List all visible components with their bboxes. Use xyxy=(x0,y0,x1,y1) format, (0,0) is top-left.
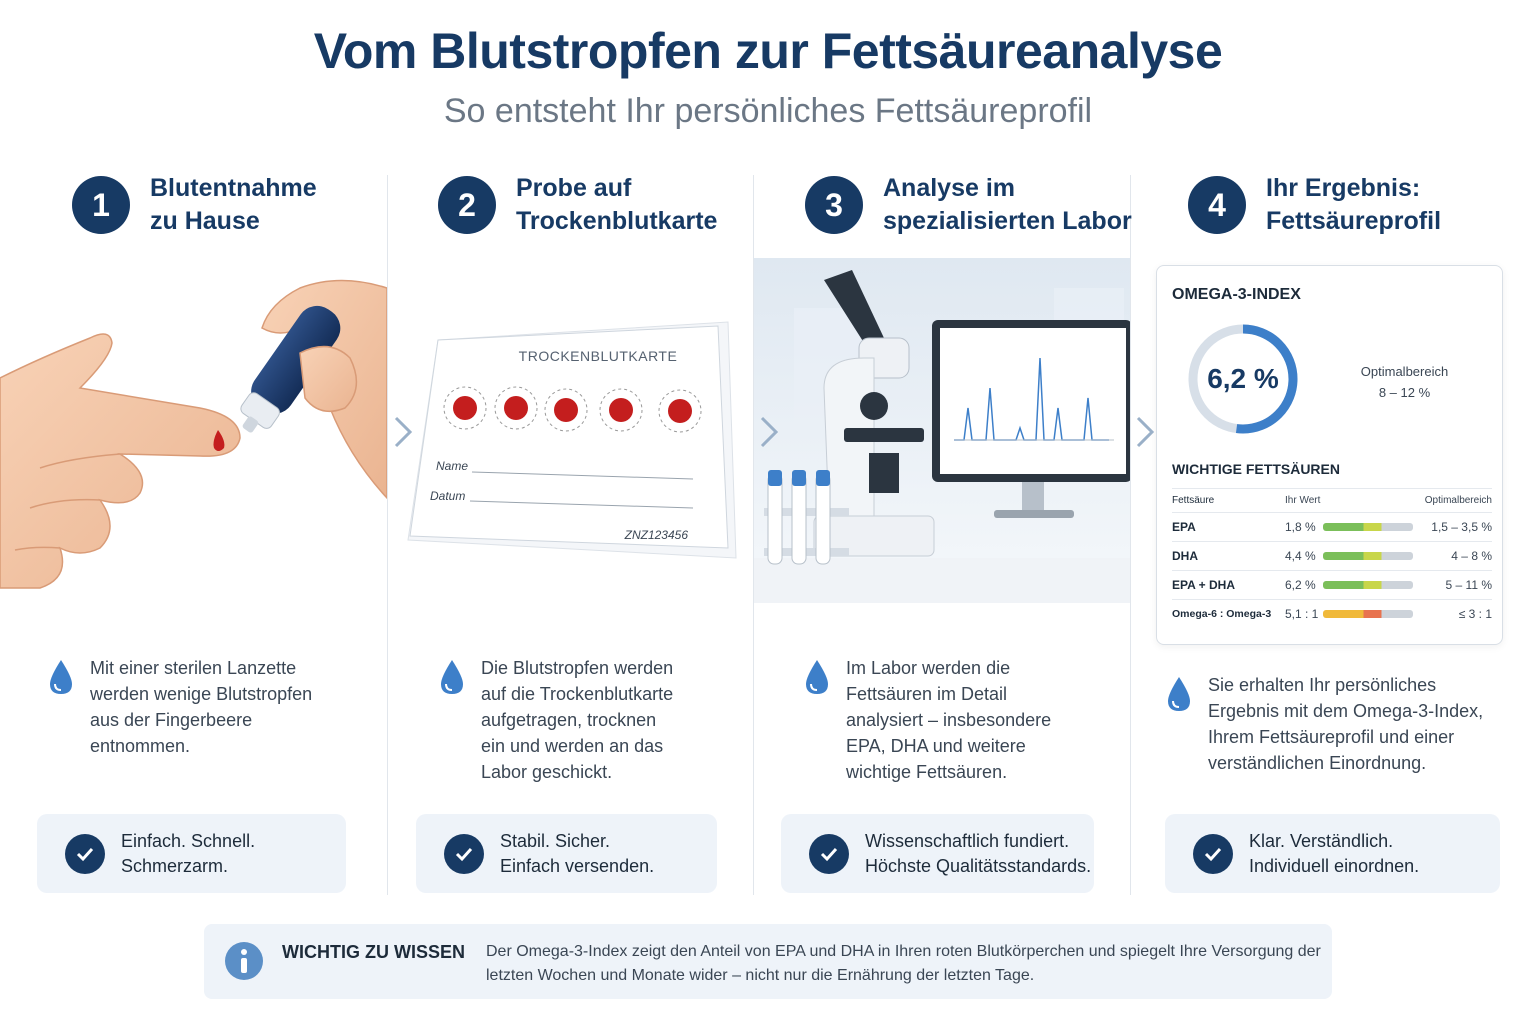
fatty-acid-name: EPA + DHA xyxy=(1172,578,1236,592)
check-icon xyxy=(809,833,849,874)
column-divider xyxy=(1130,175,1131,895)
result-card: OMEGA-3-INDEX 6,2 % Optimalbereich 8 – 1… xyxy=(1156,265,1503,645)
step-2-description: Die Blutstropfen werden auf die Trockenb… xyxy=(437,655,673,785)
step-1-description: Mit einer sterilen Lanzette werden wenig… xyxy=(46,655,312,759)
page-subtitle: So entsteht Ihr persönliches Fettsäurepr… xyxy=(443,92,1093,130)
lab-illustration xyxy=(754,258,1130,603)
fatty-acid-value: 5,1 : 1 xyxy=(1285,607,1319,621)
chevron-right-icon xyxy=(394,416,413,448)
chevron-right-icon xyxy=(1136,416,1155,448)
fatty-acid-name: DHA xyxy=(1172,549,1198,563)
step-number: 3 xyxy=(805,176,863,234)
step-4-header: 4 Ihr Ergebnis: Fettsäureprofil xyxy=(1188,172,1441,238)
water-drop-icon xyxy=(806,660,828,694)
check-icon xyxy=(444,833,484,874)
info-box: WICHTIG ZU WISSEN Der Omega-3-Index zeig… xyxy=(204,924,1332,999)
chevron-right-icon xyxy=(760,416,779,448)
step-1-header: 1 Blutentnahme zu Hause xyxy=(72,172,317,238)
optimal-range-label: Optimalbereich 8 – 12 % xyxy=(1342,361,1467,403)
water-drop-icon xyxy=(1168,677,1190,711)
step-title: Analyse im spezialisierten Labor xyxy=(883,174,1132,235)
step-3-header: 3 Analyse im spezialisierten Labor xyxy=(805,172,1132,238)
blood-spot-row xyxy=(443,386,702,433)
description-text: Mit einer sterilen Lanzette werden wenig… xyxy=(90,658,313,756)
fatty-acids-table: Fettsäure Ihr Wert Optimalbereich EPA 1,8… xyxy=(1172,488,1492,628)
description-text: Sie erhalten Ihr persönliches Ergebnis m… xyxy=(1208,675,1484,773)
step-title: Probe auf Trockenblutkarte xyxy=(516,174,718,235)
info-label: WICHTIG ZU WISSEN xyxy=(282,942,465,962)
omega3-index-title: OMEGA-3-INDEX xyxy=(1172,286,1301,303)
step-2-header: 2 Probe auf Trockenblutkarte xyxy=(438,172,717,238)
finger-lancet-illustration xyxy=(0,279,387,589)
column-divider xyxy=(753,175,754,895)
benefit-text: Wissenschaftlich fundiert. Höchste Quali… xyxy=(865,830,1092,876)
optimal-range-value: 4 – 8 % xyxy=(1451,549,1492,563)
range-bar xyxy=(1323,523,1418,531)
description-text: Die Blutstropfen werden auf die Trockenb… xyxy=(481,658,674,782)
water-drop-icon xyxy=(441,660,463,694)
step-4-benefit: Klar. Verständlich. Individuell einordne… xyxy=(1165,814,1500,893)
page-title: Vom Blutstropfen zur Fettsäureanalyse xyxy=(313,23,1223,79)
step-2-benefit: Stabil. Sicher. Einfach versenden. xyxy=(416,814,717,893)
step-number: 1 xyxy=(72,176,130,234)
step-title: Blutentnahme zu Hause xyxy=(150,174,317,235)
check-icon xyxy=(65,833,105,874)
optimal-label: Optimalbereich xyxy=(1360,364,1449,379)
fatty-acid-name: Omega-6 : Omega-3 xyxy=(1172,608,1272,620)
card-title: TROCKENBLUTKARTE xyxy=(519,348,678,364)
blood-card-illustration: TROCKENBLUTKARTE Name Datum ZNZ123456 xyxy=(407,321,737,559)
step-title: Ihr Ergebnis: Fettsäureprofil xyxy=(1266,174,1442,235)
table-row: EPA 1,8 % 1,5 – 3,5 % xyxy=(1172,512,1492,541)
description-text: Im Labor werden die Fettsäuren im Detail… xyxy=(846,658,1052,782)
fatty-acid-name: EPA xyxy=(1172,520,1196,534)
date-label: Datum xyxy=(430,489,465,503)
name-label: Name xyxy=(436,459,468,473)
optimal-range-value: 1,5 – 3,5 % xyxy=(1431,520,1492,534)
check-icon xyxy=(1193,833,1233,874)
optimal-range: 8 – 12 % xyxy=(1378,385,1431,400)
omega3-value: 6,2 % xyxy=(1207,363,1279,394)
table-row: Omega-6 : Omega-3 5,1 : 1 ≤ 3 : 1 xyxy=(1172,599,1492,628)
fatty-acids-section-title: WICHTIGE FETTSÄUREN xyxy=(1172,461,1340,477)
column-divider xyxy=(387,175,388,895)
fatty-acid-value: 1,8 % xyxy=(1285,520,1316,534)
card-id: ZNZ123456 xyxy=(624,528,689,542)
column-header: Ihr Wert xyxy=(1285,495,1321,506)
column-header: Fettsäure xyxy=(1172,495,1215,506)
optimal-range-value: 5 – 11 % xyxy=(1445,578,1492,592)
info-icon xyxy=(225,942,263,980)
table-row: DHA 4,4 % 4 – 8 % xyxy=(1172,541,1492,570)
info-text: Der Omega-3-Index zeigt den Anteil von E… xyxy=(486,943,1321,984)
benefit-text: Klar. Verständlich. Individuell einordne… xyxy=(1249,830,1420,876)
range-bar xyxy=(1323,610,1418,618)
fatty-acid-value: 4,4 % xyxy=(1285,549,1316,563)
optimal-range-value: ≤ 3 : 1 xyxy=(1458,607,1492,621)
step-number: 2 xyxy=(438,176,496,234)
table-row: EPA + DHA 6,2 % 5 – 11 % xyxy=(1172,570,1492,599)
step-3-benefit: Wissenschaftlich fundiert. Höchste Quali… xyxy=(781,814,1094,893)
benefit-text: Stabil. Sicher. Einfach versenden. xyxy=(500,830,655,876)
benefit-text: Einfach. Schnell. Schmerzarm. xyxy=(121,830,256,876)
column-header: Optimalbereich xyxy=(1424,495,1492,506)
fatty-acid-value: 6,2 % xyxy=(1285,578,1316,592)
table-header: Fettsäure Ihr Wert Optimalbereich xyxy=(1172,488,1492,512)
step-3-description: Im Labor werden die Fettsäuren im Detail… xyxy=(802,655,1051,785)
range-bar xyxy=(1323,581,1418,589)
omega3-gauge xyxy=(1188,324,1298,434)
range-bar xyxy=(1323,552,1418,560)
step-1-benefit: Einfach. Schnell. Schmerzarm. xyxy=(37,814,346,893)
water-drop-icon xyxy=(50,660,72,694)
step-4-description: Sie erhalten Ihr persönliches Ergebnis m… xyxy=(1164,672,1483,776)
step-number: 4 xyxy=(1188,176,1246,234)
